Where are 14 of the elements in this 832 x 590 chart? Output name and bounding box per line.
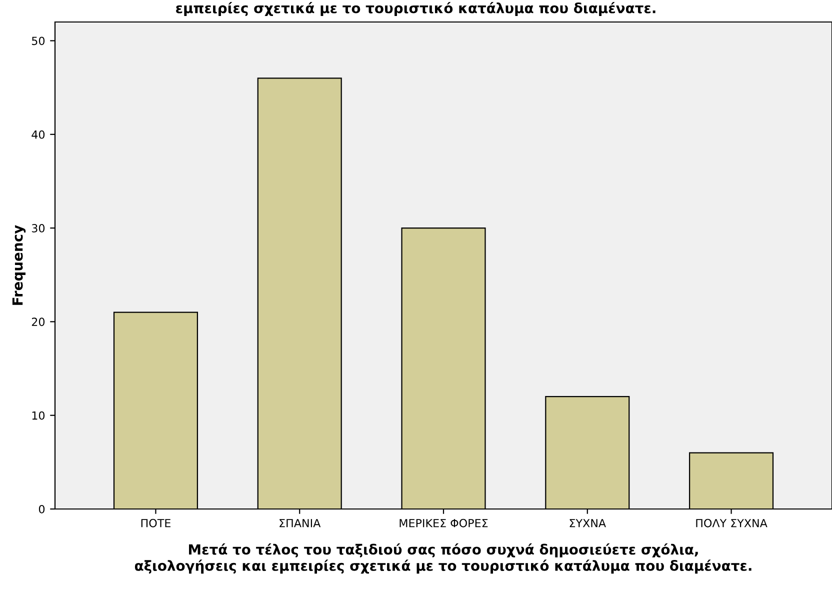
chart-title: εμπειρίες σχετικά με το τουριστικό κατάλυμα που διαμένατε. (176, 2, 656, 16)
y-tick-label: 30 (32, 224, 45, 232)
x-tick-label: ΣΥΧΝΑ (570, 519, 606, 528)
x-tick-label: ΠΟΤΕ (141, 518, 170, 528)
x-tick-label: ΜΕΡΙΚΕΣ ΦΟΡΕΣ (400, 518, 488, 528)
y-tick-label: 50 (32, 36, 45, 46)
y-tick-label: 0 (38, 504, 45, 514)
y-tick-label: 40 (32, 130, 45, 139)
y-tick-label: 10 (32, 411, 45, 420)
x-axis-title: Μετά το τέλος του ταξιδιού σας πόσο συχνά δημοσιεύετε σχόλια, αξιολογήσεις και εμπειρίες σχετικά με το τουριστικό κατάλυμα που διαμένατε. (134, 543, 752, 574)
x-tick-label: ΠΟΛΥ ΣΥΧΝΑ (696, 518, 768, 528)
x-tick-label: ΣΠΑΝΙΑ (280, 519, 321, 528)
y-tick-label: 20 (32, 318, 45, 326)
y-axis-title: Frequency (12, 225, 26, 305)
